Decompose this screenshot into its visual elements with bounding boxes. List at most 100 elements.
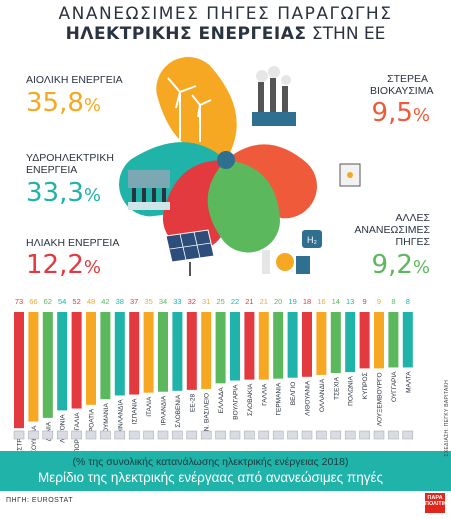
biofuel-label-1: ΣΤΕΡΕΑ <box>387 73 428 85</box>
bar-10 <box>158 312 168 392</box>
other-label-2: ΑΝΑΝΕΩΣΙΜΕΣ <box>354 224 430 236</box>
bar-category-label: ΓΑΛΛΙΑ <box>261 383 268 406</box>
bar-14 <box>215 312 226 384</box>
bar-9 <box>143 312 154 393</box>
biofuel-label: ΣΤΕΡΕΑ ΒΙΟΚΑΥΣΙΜΑ <box>370 73 433 97</box>
bar-24 <box>359 312 370 369</box>
petal-4 <box>207 160 281 253</box>
bar-category-label: ΒΟΥΛΓΑΡΙΑ <box>233 384 240 420</box>
country-flag-icon <box>56 430 68 440</box>
other-label-1: ΑΛΛΕΣ <box>395 212 430 224</box>
wind-value: 35,8% <box>26 88 101 118</box>
bar-3 <box>57 312 68 411</box>
bar-value-label: 42 <box>101 297 109 306</box>
bar-value-label: 33 <box>173 297 181 306</box>
bar-category-label: ΟΥΓΓΑΡΙΑ <box>391 371 398 402</box>
country-flag-icon <box>388 430 399 440</box>
country-flag-icon <box>316 430 327 440</box>
hydro-value-unit: % <box>83 185 101 206</box>
bar-value-label: 18 <box>303 297 311 306</box>
bar-0 <box>14 312 24 429</box>
bar-category-label: ΛΟΥΞΕΜΒΟΥΡΓΟ <box>377 372 384 426</box>
bar-value-label: 52 <box>72 297 80 306</box>
bar-category-label: ΚΥΠΡΟΣ <box>362 372 369 399</box>
bar-category-label: ΕΕ-28 <box>189 393 196 411</box>
chart-caption: (% της συνολικής κατανάλωσης ηλεκτρικής … <box>0 451 451 491</box>
bar-8 <box>129 312 140 395</box>
chart-xlabel: (% της συνολικής κατανάλωσης ηλεκτρικής … <box>72 456 349 468</box>
bar-value-label: 19 <box>288 297 296 306</box>
bar-category-label: ΑΥΣΤΡΙΑ <box>17 431 24 458</box>
chart-title: Μερίδιο της ηλεκτρικής ενέργαας από αναν… <box>38 470 383 485</box>
bar-category-label: ΕΛΛΑΔΑ <box>218 387 225 414</box>
bar-category-label: ΙΤΑΛΙΑ <box>146 396 153 417</box>
hydro-value-number: 33,3 <box>26 178 84 208</box>
bar-value-label: 73 <box>15 297 23 306</box>
bar-18 <box>273 312 284 379</box>
bar-11 <box>172 312 183 391</box>
biofuel-value-number: 9,5 <box>371 98 413 128</box>
bar-category-label: ΙΣΠΑΝΙΑ <box>132 398 139 424</box>
bar-13 <box>201 312 212 389</box>
solar-value-number: 12,2 <box>26 250 84 280</box>
hydro-label: ΥΔΡΟΗΛΕΚΤΡΙΚΗ ΕΝΕΡΓΕΙΑ <box>26 152 114 176</box>
bar-value-label: 66 <box>29 297 37 306</box>
biofuel-label-2: ΒΙΟΚΑΥΣΙΜΑ <box>370 85 434 97</box>
bar-4 <box>71 312 82 409</box>
bar-value-label: 8 <box>391 297 395 306</box>
bar-category-label: ΜΑΛΤΑ <box>405 371 412 393</box>
bar-7 <box>114 312 125 396</box>
bar-26 <box>388 312 399 368</box>
bar-15 <box>230 312 240 381</box>
bar-category-label: ΚΡΟΑΤΙΑ <box>89 408 96 436</box>
biofuel-value-unit: % <box>412 105 430 126</box>
country-flag-icon <box>143 430 154 440</box>
hydro-label-1: ΥΔΡΟΗΛΕΚΤΡΙΚΗ <box>26 152 114 164</box>
bar-value-label: 8 <box>406 297 410 306</box>
wind-value-number: 35,8 <box>26 88 84 118</box>
illustrations: H₂ <box>128 66 361 276</box>
bar-value-label: 37 <box>130 297 138 306</box>
solar-value-unit: % <box>83 257 101 278</box>
bar-category-label: ΟΛΛΑΝΔΙΑ <box>319 378 326 412</box>
bar-value-label: 9 <box>377 297 381 306</box>
other-value-unit: % <box>412 257 430 278</box>
bar-21 <box>316 312 327 375</box>
wind-label: ΑΙΟΛΙΚΗ ΕΝΕΡΓΕΙΑ <box>26 74 123 86</box>
country-flag-icon <box>229 430 241 440</box>
other-label-3: ΠΗΓΕΣ <box>395 236 430 248</box>
bar-16 <box>244 312 255 380</box>
bar-category-label: ΡΟΥΜΑΝΙΑ <box>103 403 110 438</box>
solar-value: 12,2% <box>26 250 101 280</box>
bar-value-label: 32 <box>188 297 196 306</box>
bar-value-label: 21 <box>245 297 253 306</box>
title-line2: ΗΛΕΚΤΡΙΚΗΣ ΕΝΕΡΓΕΙΑΣ ΣΤΗΝ ΕΕ <box>0 24 451 44</box>
bar-value-label: 54 <box>58 297 66 306</box>
title-line2-rest: ΣΤΗΝ ΕΕ <box>306 24 386 44</box>
title-line1: ΑΝΑΝΕΩΣΙΜΕΣ ΠΗΓΕΣ ΠΑΡΑΓΩΓΗΣ <box>58 4 393 24</box>
bar-value-label: 21 <box>260 297 268 306</box>
bar-17 <box>258 312 269 380</box>
country-flag-icon <box>186 430 198 440</box>
hydrogen-plant-icon: H₂ <box>262 230 322 274</box>
country-flag-icon <box>172 430 183 440</box>
bar-5 <box>86 312 96 405</box>
hydro-dam-icon <box>128 170 170 210</box>
country-flag-icon <box>85 430 97 440</box>
country-flag-icon <box>258 430 270 440</box>
solar-label: ΗΛΙΑΚΗ ΕΝΕΡΓΕΙΑ <box>26 237 120 249</box>
bar-category-label: ΦΙΝΛΑΝΔΙΑ <box>117 399 124 435</box>
bar-value-label: 48 <box>87 297 95 306</box>
other-value: 9,2% <box>352 250 430 280</box>
bar-22 <box>330 312 341 374</box>
bar-category-label: ΛΕΤΟΝΙΑ <box>60 414 67 443</box>
bar-1 <box>28 312 39 422</box>
bar-category-label: ΣΛΟΒΑΚΙΑ <box>247 383 254 416</box>
bar-category-label: ΓΕΡΜΑΝΙΑ <box>276 382 283 416</box>
bar-category-label: ΤΣΕΧΙΑ <box>333 376 340 399</box>
country-flag-icon <box>287 430 298 440</box>
bar-category-label: ΠΟΛΩΝΙΑ <box>348 375 355 405</box>
center-hub <box>217 151 235 169</box>
bar-value-label: 20 <box>274 297 282 306</box>
hydro-value: 33,3% <box>26 178 101 208</box>
